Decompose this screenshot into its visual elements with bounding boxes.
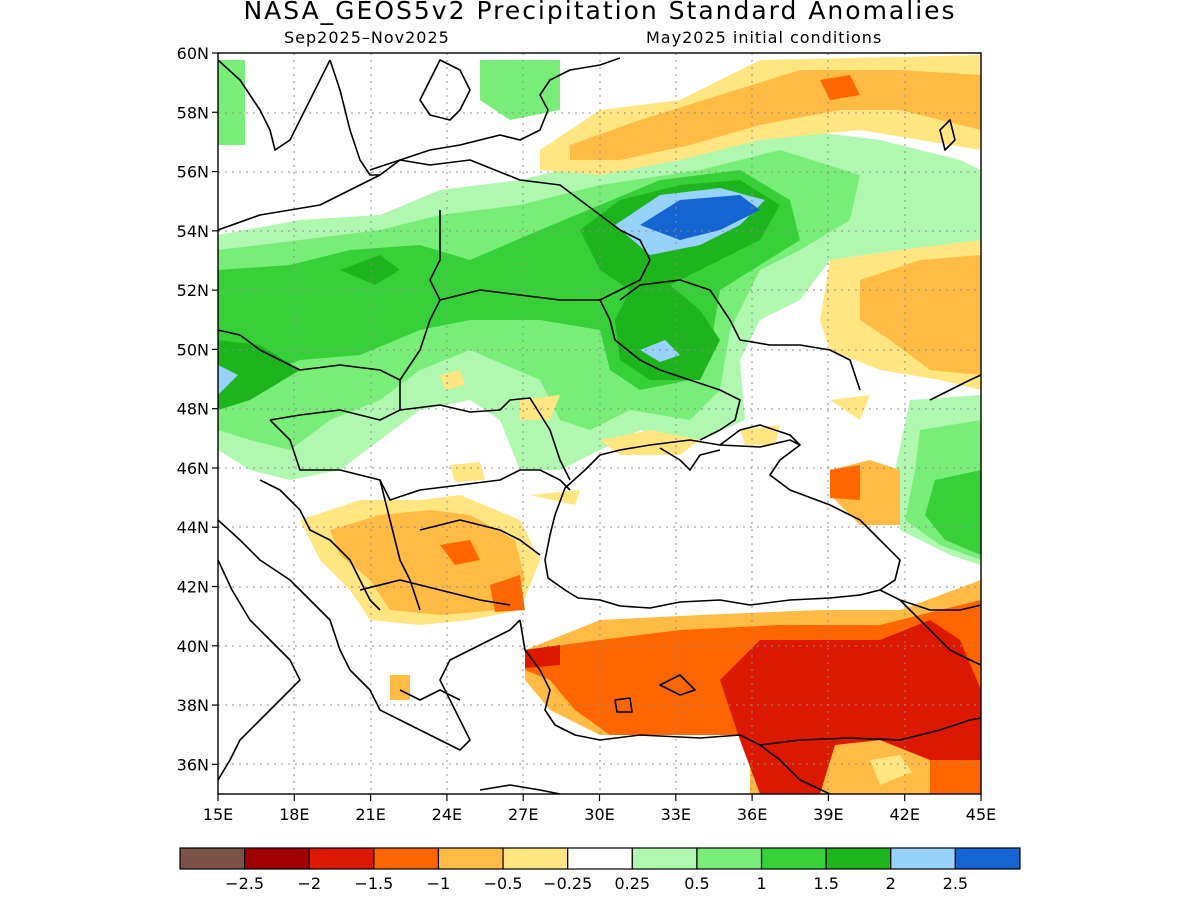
colorbar-label: 2.5 xyxy=(943,874,968,893)
map-title: NASA_GEOS5v2 Precipitation Standard Anom… xyxy=(243,0,957,25)
colorbar-swatch xyxy=(696,847,763,870)
colorbar-label: −2 xyxy=(297,874,321,893)
colorbar-label: 0.5 xyxy=(684,874,709,893)
colorbar-label: −0.25 xyxy=(543,874,592,893)
lat-tick-label: 46N xyxy=(177,459,209,478)
colorbar-label: 1 xyxy=(756,874,766,893)
lon-tick-label: 24E xyxy=(432,805,462,824)
colorbar-label: −2.5 xyxy=(225,874,264,893)
lon-tick-label: 21E xyxy=(355,805,385,824)
colorbar-label: −1 xyxy=(427,874,451,893)
colorbar-label: −1.5 xyxy=(354,874,393,893)
lon-tick-label: 39E xyxy=(813,805,843,824)
lat-tick-label: 50N xyxy=(177,340,209,359)
colorbar-swatch xyxy=(502,847,569,870)
lon-tick-label: 18E xyxy=(279,805,309,824)
lat-tick-label: 60N xyxy=(177,44,209,63)
lat-tick-label: 40N xyxy=(177,637,209,656)
lat-tick-label: 44N xyxy=(177,518,209,537)
lon-tick-label: 36E xyxy=(737,805,767,824)
colorbar-swatch xyxy=(954,847,1021,870)
colorbar-swatch xyxy=(179,847,246,870)
lon-tick-label: 15E xyxy=(203,805,233,824)
colorbar-swatch xyxy=(825,847,892,870)
colorbar-label: 2 xyxy=(886,874,896,893)
colorbar-swatch xyxy=(631,847,698,870)
lat-tick-label: 58N xyxy=(177,103,209,122)
colorbar-swatch xyxy=(567,847,633,870)
lat-tick-label: 38N xyxy=(177,696,209,715)
lon-tick-label: 33E xyxy=(661,805,691,824)
forecast-period: Sep2025–Nov2025 xyxy=(284,28,450,47)
coastlines-borders xyxy=(218,57,981,794)
lat-tick-label: 36N xyxy=(177,755,209,774)
colorbar-swatch xyxy=(373,847,440,870)
colorbar-label: −0.5 xyxy=(484,874,523,893)
anomaly-field xyxy=(218,53,981,794)
colorbar-swatch xyxy=(308,847,375,870)
lat-tick-label: 52N xyxy=(177,281,209,300)
axes: 15E 18E 21E 24E 27E 30E 33E 36E 39E 42E 45E 60N 58N 5… xyxy=(177,44,997,824)
lon-tick-label: 30E xyxy=(584,805,614,824)
colorbar-swatch xyxy=(244,847,310,870)
lon-tick-label: 27E xyxy=(508,805,538,824)
colorbar-swatch xyxy=(760,847,827,870)
colorbar-label: 1.5 xyxy=(813,874,838,893)
lat-tick-label: 42N xyxy=(177,578,209,597)
lat-tick-label: 48N xyxy=(177,400,209,419)
lon-tick-label: 45E xyxy=(966,805,996,824)
lon-tick-label: 42E xyxy=(889,805,919,824)
lat-tick-label: 56N xyxy=(177,163,209,182)
colorbar-swatch xyxy=(437,847,504,870)
colorbar-label: 0.25 xyxy=(614,874,650,893)
initial-conditions: May2025 initial conditions xyxy=(646,28,883,47)
colorbar-swatch xyxy=(890,847,956,870)
colorbar: −2.5 −2 −1.5 −1 −0.5 −0.25 0.25 0.5 1 1.5 2 2.5 xyxy=(179,847,1021,893)
lat-tick-label: 54N xyxy=(177,222,209,241)
